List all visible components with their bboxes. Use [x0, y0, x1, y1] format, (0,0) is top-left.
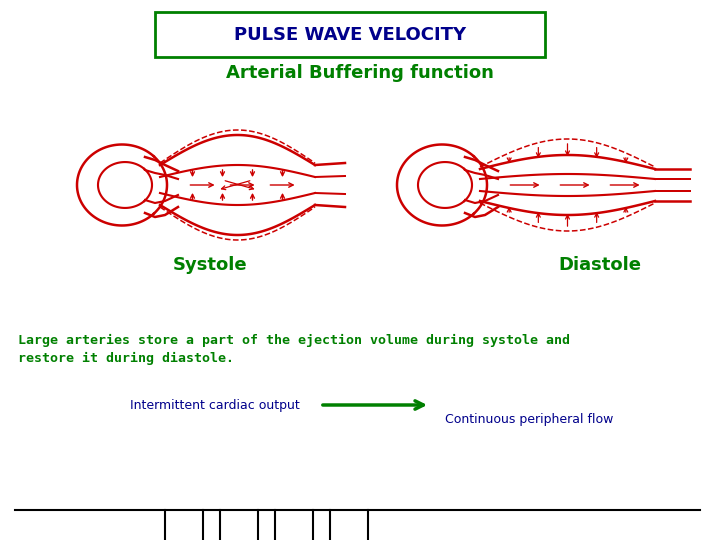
Text: Intermittent cardiac output: Intermittent cardiac output — [130, 399, 300, 411]
Text: Large arteries store a part of the ejection volume during systole and: Large arteries store a part of the eject… — [18, 334, 570, 347]
Text: Diastole: Diastole — [559, 256, 642, 274]
Bar — [155, 12, 545, 57]
Text: restore it during diastole.: restore it during diastole. — [18, 352, 234, 365]
Text: PULSE WAVE VELOCITY: PULSE WAVE VELOCITY — [234, 25, 466, 44]
Text: Continuous peripheral flow: Continuous peripheral flow — [445, 414, 613, 427]
Text: Arterial Buffering function: Arterial Buffering function — [226, 64, 494, 82]
Text: Systole: Systole — [173, 256, 247, 274]
